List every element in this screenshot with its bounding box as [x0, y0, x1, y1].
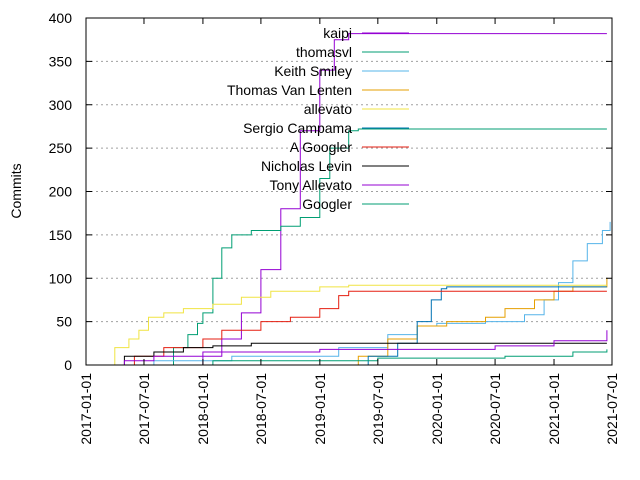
y-tick-label: 150	[49, 227, 73, 243]
y-tick-label: 300	[49, 97, 73, 113]
y-tick-label: 100	[49, 270, 73, 286]
y-axis-ticks: 0 50 100 150 200 250 300 350 400	[49, 10, 612, 373]
x-tick-label: 2017-01-01	[78, 373, 94, 445]
legend-label: Keith Smiley	[274, 63, 352, 79]
x-axis-ticks: 2017-01-01 2017-07-01 2018-01-01 2018-07-01…	[78, 18, 620, 445]
legend-label: allevato	[304, 101, 352, 117]
series-lines	[95, 33, 611, 366]
series-line-5	[319, 286, 607, 366]
legend-label: Googler	[302, 196, 352, 212]
series-line-4	[104, 284, 607, 366]
series-line-1	[163, 128, 607, 366]
y-tick-label: 50	[56, 314, 72, 330]
y-tick-label: 200	[49, 184, 73, 200]
legend-label: A Googler	[290, 139, 353, 155]
x-tick-label: 2021-07-01	[604, 373, 620, 445]
legend-label: Nicholas Levin	[261, 158, 352, 174]
y-tick-label: 350	[49, 53, 73, 69]
x-tick-label: 2019-07-01	[370, 373, 386, 445]
legend-label: kaipi	[323, 25, 352, 41]
series-line-7	[114, 342, 607, 366]
series-line-6	[104, 290, 607, 366]
x-tick-label: 2021-01-01	[546, 373, 562, 445]
x-tick-label: 2018-07-01	[253, 373, 269, 445]
series-line-9	[134, 349, 608, 366]
legend-label: Tony Allevato	[270, 177, 353, 193]
x-tick-label: 2020-01-01	[429, 373, 445, 445]
x-tick-label: 2019-01-01	[312, 373, 328, 445]
legend-label: Sergio Campama	[243, 120, 352, 136]
x-tick-label: 2020-07-01	[487, 373, 503, 445]
y-axis-title: Commits	[8, 163, 24, 218]
legend-label: thomasvl	[296, 44, 352, 60]
legend-label: Thomas Van Lenten	[227, 82, 352, 98]
y-tick-label: 0	[64, 357, 72, 373]
y-tick-label: 250	[49, 140, 73, 156]
series-line-0	[193, 33, 607, 366]
legend: kaipi thomasvl Keith Smiley Thomas Van Lent…	[227, 25, 409, 212]
x-tick-label: 2018-01-01	[195, 373, 211, 445]
series-line-8	[104, 330, 608, 366]
y-tick-label: 400	[49, 10, 73, 26]
x-tick-label: 2017-07-01	[136, 373, 152, 445]
